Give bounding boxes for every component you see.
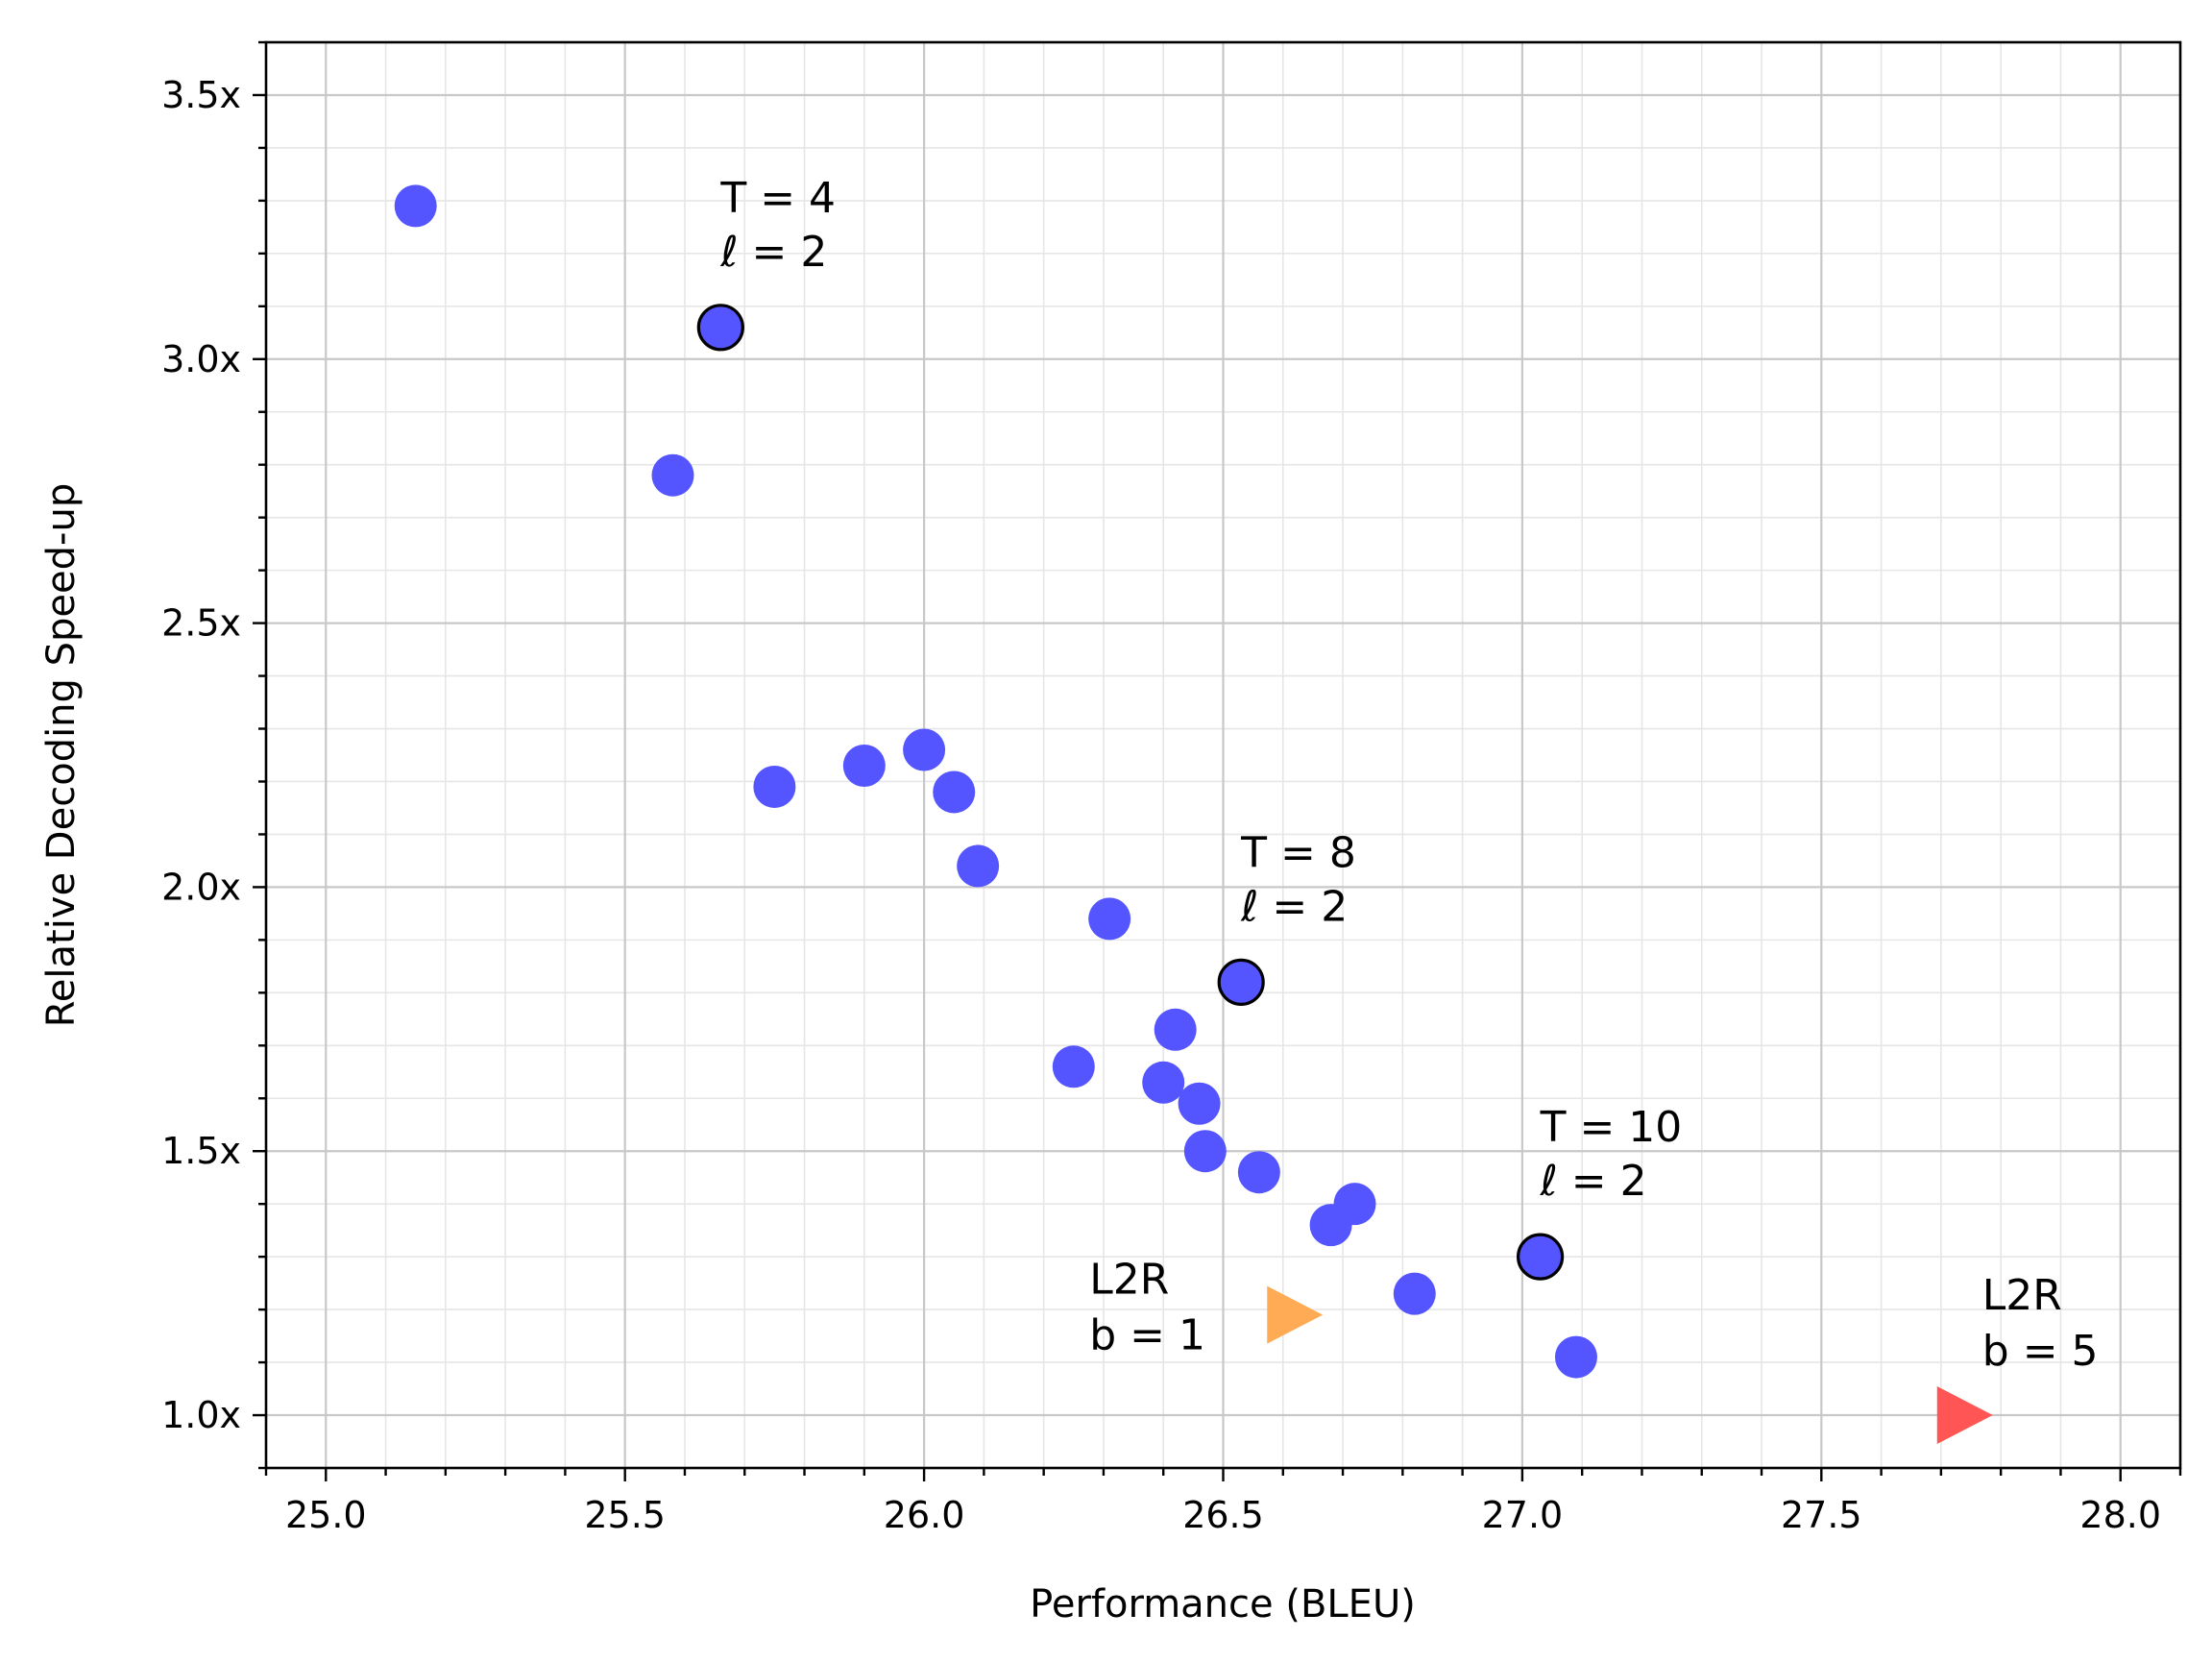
y-tick-label: 3.0x xyxy=(161,338,241,380)
data-point xyxy=(651,453,694,497)
data-point xyxy=(957,844,1000,888)
annotation-line1: T = 8 xyxy=(1240,828,1356,877)
x-tick-label: 27.5 xyxy=(1781,1494,1862,1536)
x-tick-label: 26.5 xyxy=(1182,1494,1264,1536)
y-tick-label: 1.5x xyxy=(161,1130,241,1172)
baseline-triangle-point xyxy=(1936,1386,1993,1445)
data-point xyxy=(1554,1335,1597,1379)
highlighted-data-point xyxy=(1217,958,1265,1006)
annotation-line1: T = 10 xyxy=(1540,1103,1683,1152)
x-tick-label: 28.0 xyxy=(2079,1494,2161,1536)
data-points xyxy=(394,184,1993,1445)
annotation-line1: L2R xyxy=(1982,1271,2062,1320)
data-point xyxy=(842,744,886,787)
y-tick-label: 1.0x xyxy=(161,1394,241,1436)
annotations: T = 4 ℓ = 2 T = 8 ℓ = 2 T = 10 ℓ = 2 L2R b = 1 L… xyxy=(719,174,2098,1376)
data-point xyxy=(1178,1082,1221,1125)
annotation-line2: b = 5 xyxy=(1982,1327,2099,1376)
highlighted-data-point xyxy=(1516,1233,1565,1281)
data-point xyxy=(1154,1008,1197,1051)
y-axis-label: Relative Decoding Speed-up xyxy=(39,483,84,1027)
data-point xyxy=(1393,1272,1436,1315)
data-point xyxy=(1088,897,1131,941)
data-point xyxy=(933,770,976,814)
annotation-line2: ℓ = 2 xyxy=(1240,882,1348,931)
x-tick-label: 25.0 xyxy=(285,1494,367,1536)
y-tick-label: 2.0x xyxy=(161,866,241,908)
baseline-triangle-point xyxy=(1267,1285,1324,1344)
plot-frame xyxy=(264,40,2182,1470)
x-tick-label: 26.0 xyxy=(884,1494,965,1536)
annotation-line2: ℓ = 2 xyxy=(719,228,827,277)
data-point xyxy=(903,728,946,771)
axes: 25.0 25.5 26.0 26.5 27.0 27.5 28.0 1.0x 1.5x 2.0x… xyxy=(161,40,2182,1536)
x-tick-label: 25.5 xyxy=(584,1494,666,1536)
data-point xyxy=(1333,1183,1376,1226)
data-point xyxy=(1183,1130,1227,1173)
annotation-line2: ℓ = 2 xyxy=(1540,1157,1647,1206)
y-tick-label: 3.5x xyxy=(161,74,241,116)
annotation-line2: b = 1 xyxy=(1089,1311,1205,1360)
highlighted-data-point xyxy=(696,304,744,352)
data-point xyxy=(1142,1061,1185,1104)
annotation-line1: L2R xyxy=(1089,1256,1169,1305)
x-axis-label: Performance (BLEU) xyxy=(1030,1582,1416,1626)
data-point xyxy=(753,765,796,808)
data-point xyxy=(394,184,437,228)
data-point xyxy=(1052,1045,1095,1088)
annotation-line1: T = 4 xyxy=(719,174,836,223)
grid xyxy=(265,41,2181,1469)
data-point xyxy=(1237,1151,1280,1194)
y-tick-label: 2.5x xyxy=(161,602,241,645)
x-tick-label: 27.0 xyxy=(1482,1494,1564,1536)
